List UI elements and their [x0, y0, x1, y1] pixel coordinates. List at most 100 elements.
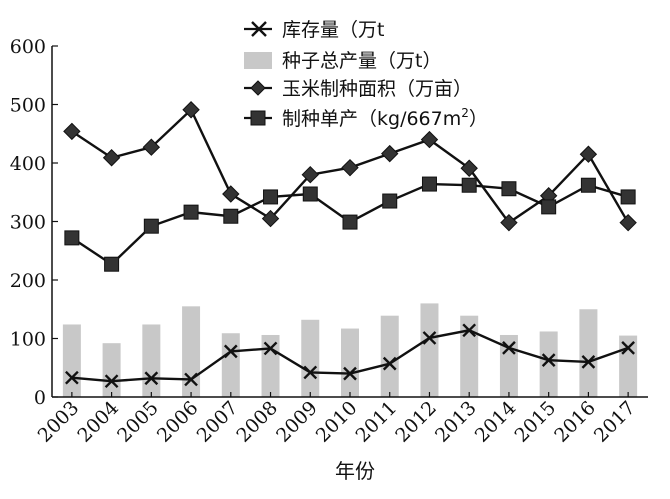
bar-2017 [619, 335, 638, 397]
point-yield-2009 [302, 186, 318, 202]
point-yield-2005 [143, 218, 159, 234]
bar-2015 [539, 331, 558, 397]
y-tick-label: 400 [10, 153, 46, 175]
legend-marker-square [250, 110, 266, 126]
x-tick-label: 2017 [590, 397, 640, 447]
legend-item-area: 玉米制种面积（万亩） [244, 78, 472, 100]
point-area-2008 [261, 209, 280, 228]
bar-2012 [420, 303, 439, 397]
legend-marker-x [251, 21, 267, 37]
legend-label-yield: 制种单产（kg/667m2） [282, 106, 488, 130]
legend-label-yield-sup: 2 [461, 106, 469, 120]
point-stock-2010 [343, 366, 357, 381]
point-yield-2013 [461, 177, 477, 193]
point-area-2013 [460, 159, 478, 177]
point-stock-2007 [223, 344, 238, 359]
bar-2006 [182, 306, 201, 397]
x-tick-label: 2008 [232, 397, 282, 447]
point-yield-2016 [580, 177, 596, 193]
y-tick-label: 100 [10, 329, 46, 351]
y-tick-label: 0 [34, 387, 46, 409]
point-yield-2011 [382, 193, 398, 209]
x-tick-label: 2004 [73, 397, 123, 447]
point-area-2005 [142, 138, 161, 156]
y-tick-label: 500 [10, 95, 46, 117]
point-stock-2017 [621, 341, 635, 355]
point-area-2010 [341, 158, 359, 177]
point-stock-2011 [382, 356, 397, 371]
legend-marker-diamond [250, 80, 266, 96]
legend-swatch-total [244, 52, 272, 69]
point-stock-2005 [144, 371, 159, 386]
point-stock-2013 [462, 323, 477, 338]
point-area-2014 [500, 213, 518, 232]
point-yield-2017 [620, 189, 636, 205]
bar-2003 [62, 324, 81, 397]
x-tick-label: 2011 [352, 397, 402, 447]
point-yield-2010 [342, 214, 358, 230]
point-stock-2006 [184, 372, 198, 387]
x-tick-label: 2009 [272, 397, 322, 447]
legend-item-yield: 制种单产（kg/667m2） [244, 106, 488, 130]
x-tick-label: 2014 [471, 397, 521, 447]
point-area-2003 [63, 122, 81, 141]
point-stock-2009 [303, 365, 318, 380]
point-yield-2012 [421, 176, 437, 192]
point-yield-2008 [263, 189, 279, 205]
point-area-2016 [579, 145, 598, 163]
legend-label-total: 种子总产量（万t） [282, 50, 441, 72]
point-stock-2015 [541, 353, 556, 367]
legend-item-total: 种子总产量（万t） [244, 50, 441, 72]
legend: 库存量（万t 种子总产量（万t） 玉米制种面积（万亩） 制种单产（kg/667m… [244, 19, 488, 130]
legend-item-stock: 库存量（万t [244, 19, 384, 41]
line-series-stock [65, 323, 635, 389]
point-yield-2015 [541, 199, 557, 215]
point-yield-2007 [223, 208, 239, 224]
y-tick-label: 200 [10, 270, 46, 292]
point-yield-2003 [64, 230, 80, 246]
point-yield-2014 [501, 181, 517, 197]
point-stock-2016 [581, 355, 596, 369]
bar-2005 [142, 324, 161, 397]
point-stock-2014 [502, 341, 516, 355]
bar-2016 [579, 309, 598, 397]
x-tick-label: 2013 [431, 397, 481, 447]
point-stock-2008 [263, 341, 278, 356]
legend-label-yield-main: 制种单产（kg/667m [282, 108, 461, 130]
legend-label-area: 玉米制种面积（万亩） [282, 78, 472, 100]
x-tick-label: 2012 [391, 397, 441, 447]
bar-2004 [102, 343, 121, 397]
bar-2008 [261, 334, 280, 397]
x-tick-label: 2010 [312, 397, 362, 447]
bar-series-total [62, 303, 638, 397]
line-series [63, 101, 637, 389]
point-area-2006 [182, 101, 200, 119]
bar-2010 [341, 328, 359, 397]
x-tick-label: 2005 [113, 397, 163, 447]
point-area-2004 [102, 149, 121, 167]
y-tick-label: 600 [10, 36, 46, 58]
point-stock-2003 [65, 370, 79, 385]
point-yield-2006 [183, 204, 199, 220]
bar-2007 [221, 333, 240, 397]
point-stock-2012 [422, 331, 437, 345]
point-area-2009 [301, 165, 319, 184]
point-area-2011 [381, 144, 399, 163]
legend-label-stock: 库存量（万t [282, 19, 384, 41]
x-tick-label: 2016 [550, 397, 600, 447]
x-tick-label: 2006 [153, 397, 203, 447]
y-tick-label: 300 [10, 212, 46, 234]
point-yield-2004 [104, 256, 120, 272]
point-stock-2004 [104, 374, 119, 389]
point-area-2007 [222, 185, 240, 203]
bar-2011 [380, 315, 399, 397]
x-axis-title: 年份 [335, 459, 375, 483]
x-tick-label: 2015 [510, 397, 560, 447]
legend-label-yield-end: ） [469, 108, 488, 130]
x-tick-label: 2007 [193, 397, 243, 447]
line-series-yield [64, 176, 636, 272]
bar-2009 [301, 319, 320, 397]
point-area-2017 [619, 213, 637, 232]
line-series-area [63, 101, 637, 232]
